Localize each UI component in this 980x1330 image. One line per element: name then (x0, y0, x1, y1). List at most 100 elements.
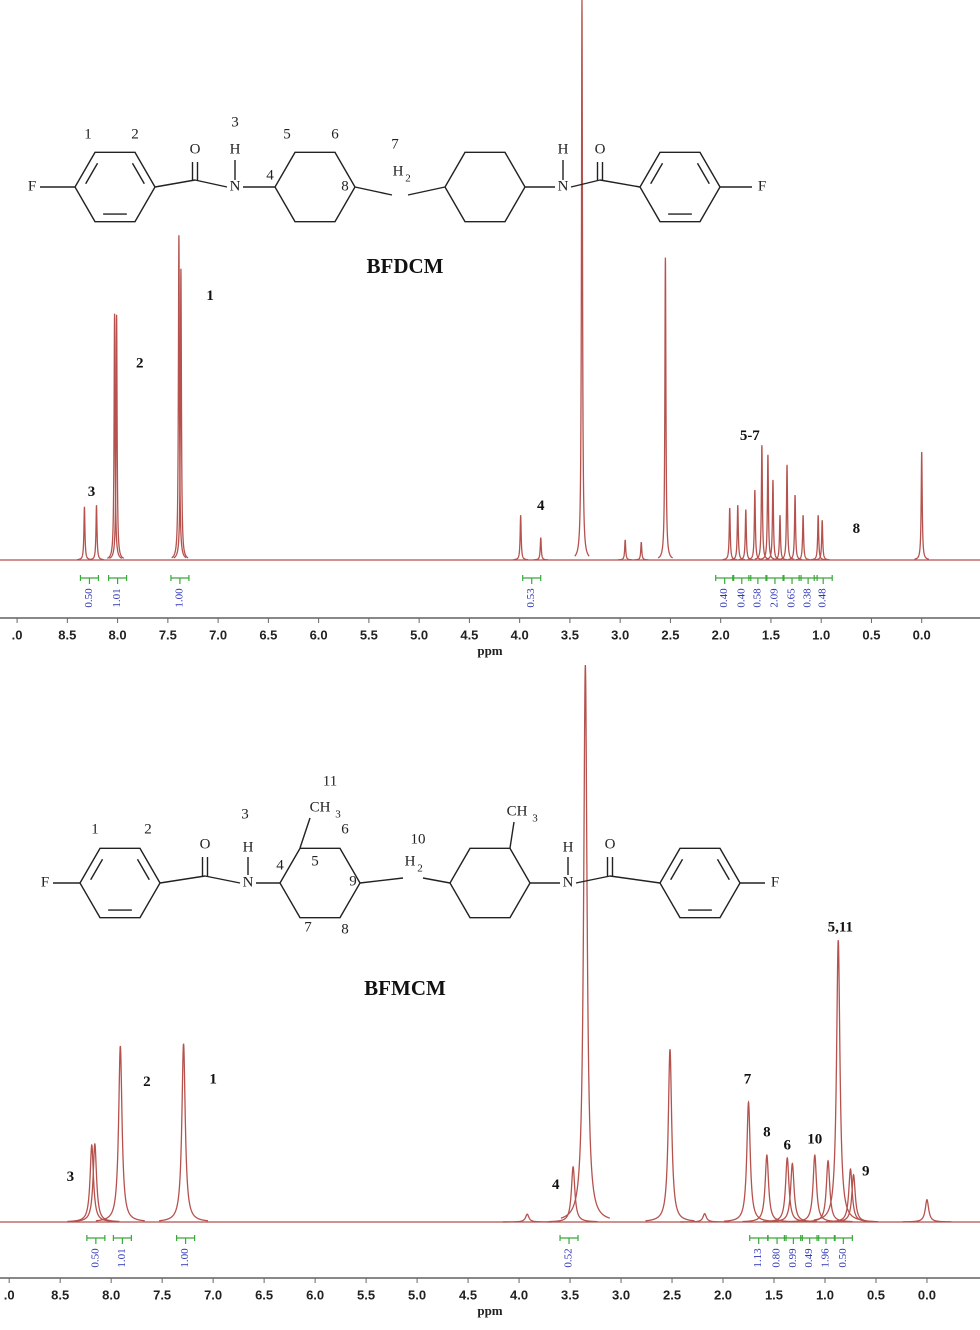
peak (109, 314, 125, 559)
peak (754, 445, 770, 560)
structure-label: 3 (231, 114, 239, 130)
peak-label: 2 (136, 355, 144, 371)
peak (803, 1159, 853, 1223)
x-tick-label: 3.0 (611, 627, 629, 642)
peak-label: 5,11 (828, 919, 853, 935)
structure-label: N (230, 178, 241, 194)
structure-label: 3 (335, 809, 341, 821)
bond (194, 179, 228, 188)
peak (617, 539, 633, 561)
peak (829, 1173, 879, 1223)
cyclohexane-ring (449, 847, 531, 919)
compound-name: BFMCM (364, 976, 446, 1000)
peak (107, 313, 123, 559)
structure-label: 2 (405, 173, 411, 185)
x-tick-label: 5.5 (360, 627, 378, 642)
x-tick-label: 3.5 (561, 627, 579, 642)
structure-label: 8 (341, 921, 349, 937)
double-bond (696, 162, 710, 185)
structure-label: O (605, 836, 616, 852)
x-tick-label: 0.5 (867, 1287, 885, 1302)
integral-bracket (559, 1235, 579, 1244)
x-tick-label: 7.0 (209, 627, 227, 642)
peak (77, 506, 92, 561)
benzene-ring (79, 847, 161, 919)
x-tick-label: 8.0 (109, 627, 127, 642)
structure-label: 10 (411, 831, 426, 847)
peak (742, 1153, 792, 1223)
peak (814, 520, 830, 561)
peak (173, 268, 189, 559)
peak (722, 507, 738, 561)
integral-label: 1.01 (111, 588, 123, 607)
peak (724, 1100, 773, 1222)
benzene-ring (659, 847, 741, 919)
bond (609, 875, 661, 884)
integral-label: 0.52 (563, 1248, 575, 1267)
peak-label: 8 (763, 1124, 771, 1140)
integral-bracket (816, 1235, 836, 1244)
x-tick-label: 2.0 (714, 1287, 732, 1302)
peak (787, 495, 803, 561)
structure-label: CH (310, 799, 331, 815)
x-tick-label: 5.0 (410, 627, 428, 642)
peak (902, 1198, 952, 1223)
integral-bracket (86, 1235, 106, 1244)
x-tick-label: 6.5 (255, 1287, 273, 1302)
integral-bracket (813, 575, 833, 584)
x-tick-label: 2.0 (712, 627, 730, 642)
x-tick-label: 8.5 (58, 627, 76, 642)
integral-label: 0.50 (89, 1248, 101, 1268)
structure-label: O (200, 836, 211, 852)
double-bond (670, 858, 684, 881)
structure-label: 2 (131, 126, 139, 142)
integral-label: 0.53 (525, 588, 537, 608)
x-tick-label: 2.5 (663, 1287, 681, 1302)
x-tick-label: .0 (4, 1287, 15, 1302)
peak (95, 1045, 145, 1222)
peak (574, 0, 590, 557)
structure-label: 7 (304, 919, 312, 935)
integral-label: 0.80 (771, 1248, 783, 1268)
peak (560, 664, 611, 1219)
integral-bracket (175, 1235, 196, 1244)
structure-label: 5 (311, 853, 319, 869)
integral-bracket (749, 1235, 769, 1244)
integral-bracket (783, 1235, 803, 1244)
peak (633, 541, 649, 561)
peak-label: 5-7 (740, 428, 760, 444)
structure-label: H (243, 839, 254, 855)
peak (67, 1143, 117, 1223)
peak-label: 4 (552, 1177, 560, 1193)
x-tick-label: 7.5 (159, 627, 177, 642)
double-bond (131, 162, 145, 185)
peak (657, 257, 673, 559)
x-tick-label: 0.0 (913, 627, 931, 642)
peak (159, 1043, 209, 1222)
integral-bracket (522, 575, 542, 584)
structure-label: H (405, 853, 416, 869)
integral-bracket (748, 575, 768, 584)
structure-label: F (758, 178, 766, 194)
double-bond (650, 162, 664, 185)
structure-label: N (558, 178, 569, 194)
bond (422, 877, 451, 884)
bond (407, 186, 446, 196)
x-tick-label: 0.0 (918, 1287, 936, 1302)
cyclohexane-ring (279, 847, 361, 919)
structure-label: F (28, 178, 36, 194)
integral-label: 0.38 (802, 588, 814, 608)
structure-label: 11 (323, 773, 337, 789)
structure-label: 6 (341, 821, 349, 837)
x-tick-label: 6.0 (306, 1287, 324, 1302)
structure-label: H (563, 839, 574, 855)
structure-label: 1 (91, 821, 99, 837)
bond (159, 875, 206, 884)
structure-label: 3 (532, 813, 538, 825)
integral-label: 0.40 (735, 588, 747, 608)
structure-label: N (243, 874, 254, 890)
bond (299, 817, 311, 849)
x-tick-label: .0 (12, 627, 23, 642)
peak (914, 451, 930, 560)
